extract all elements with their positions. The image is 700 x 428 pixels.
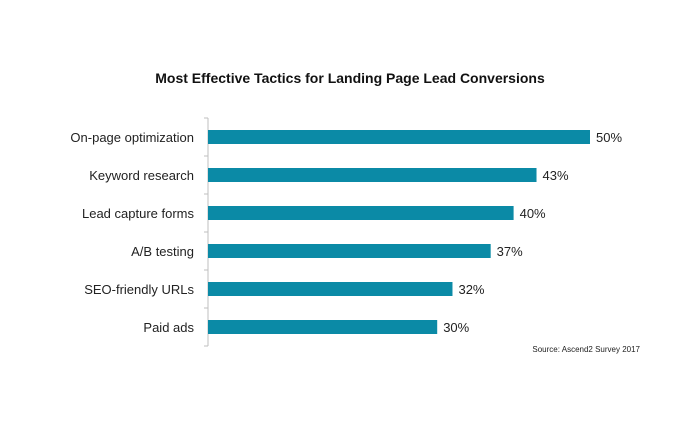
value-label: 40% [520, 206, 546, 221]
category-label: Keyword research [89, 168, 194, 183]
category-label: SEO-friendly URLs [84, 282, 194, 297]
source-note: Source: Ascend2 Survey 2017 [532, 345, 640, 354]
value-label: 43% [543, 168, 569, 183]
bar [208, 320, 438, 334]
value-label: 30% [443, 320, 469, 335]
category-label: On-page optimization [70, 130, 194, 145]
category-label: Lead capture forms [82, 206, 195, 221]
bar [208, 168, 537, 182]
bar [208, 244, 491, 258]
plot-area: On-page optimization 50% Keyword research 4… [70, 117, 622, 347]
bar [208, 282, 453, 296]
category-label: Paid ads [143, 320, 194, 335]
value-label: 50% [596, 130, 622, 145]
bar [208, 206, 514, 220]
chart-title: Most Effective Tactics for Landing Page … [155, 70, 545, 86]
bar [208, 130, 590, 144]
category-label: A/B testing [131, 244, 194, 259]
value-label: 37% [497, 244, 523, 259]
value-label: 32% [458, 282, 484, 297]
